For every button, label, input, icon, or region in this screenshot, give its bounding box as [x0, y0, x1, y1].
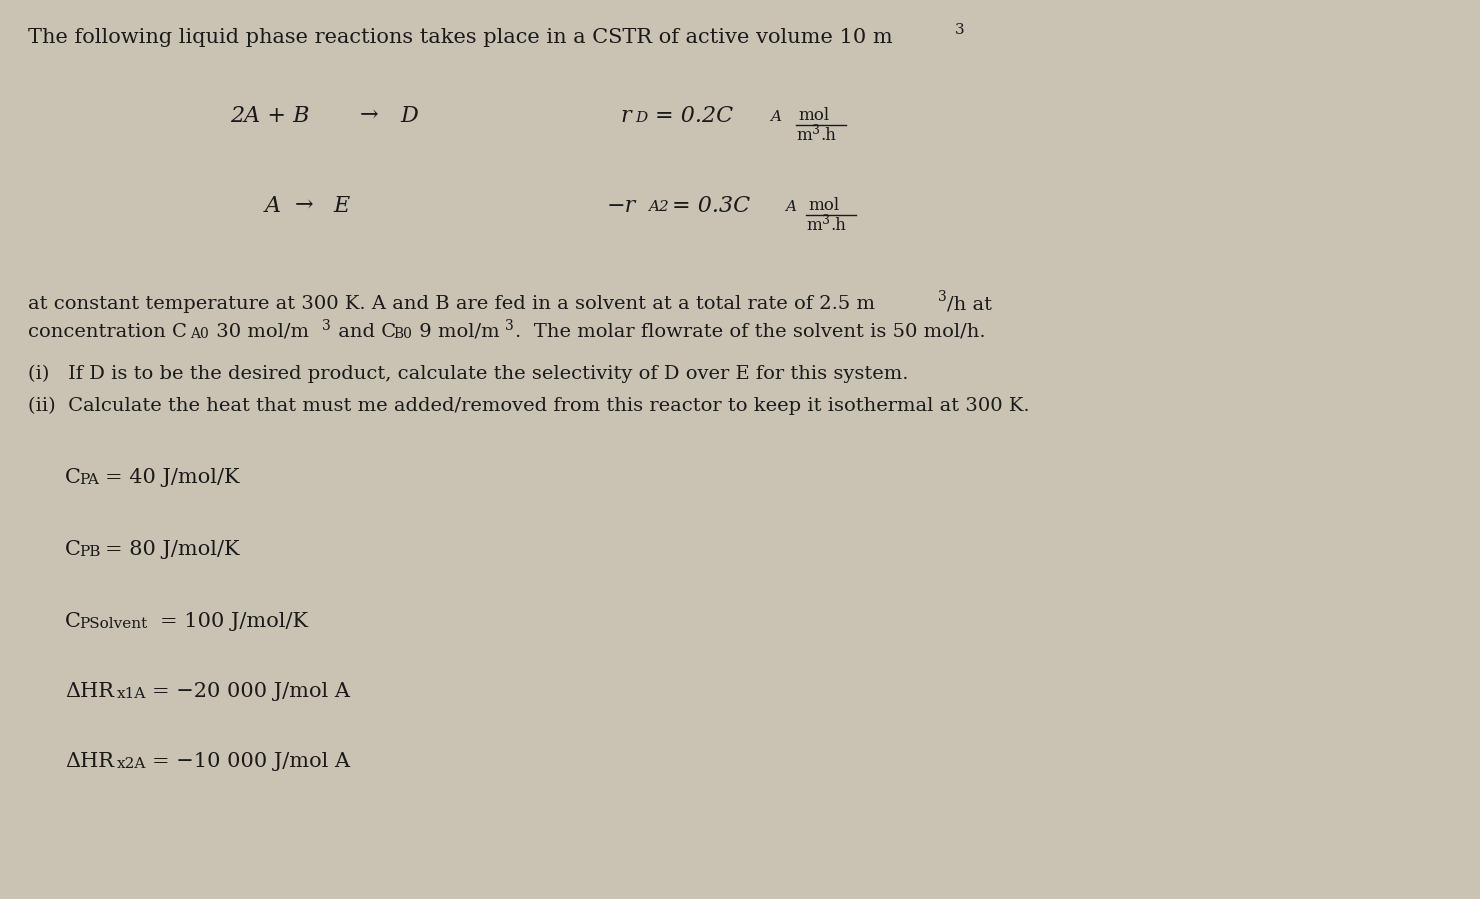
Text: .h: .h	[830, 217, 847, 234]
Text: at constant temperature at 300 K. A and B are fed in a solvent at a total rate o: at constant temperature at 300 K. A and …	[28, 295, 875, 313]
Text: 2A + B: 2A + B	[229, 105, 309, 127]
Text: = 40 J/mol/K: = 40 J/mol/K	[105, 468, 240, 487]
Text: = −20 000 J/mol A: = −20 000 J/mol A	[152, 682, 349, 701]
Text: /h at: /h at	[947, 295, 992, 313]
Text: C: C	[65, 612, 81, 631]
Text: C: C	[65, 468, 81, 487]
Text: D: D	[400, 105, 417, 127]
Text: B0: B0	[394, 327, 411, 341]
Text: = 0.2C: = 0.2C	[656, 105, 733, 127]
Text: = 100 J/mol/K: = 100 J/mol/K	[160, 612, 308, 631]
Text: .  The molar flowrate of the solvent is 50 mol/h.: . The molar flowrate of the solvent is 5…	[515, 323, 986, 341]
Text: E: E	[333, 195, 349, 217]
Text: m: m	[807, 217, 821, 234]
Text: A: A	[770, 110, 781, 124]
Text: 3: 3	[955, 23, 965, 37]
Text: = −10 000 J/mol A: = −10 000 J/mol A	[152, 752, 351, 771]
Text: 3: 3	[505, 319, 514, 333]
Text: x1A: x1A	[117, 687, 147, 701]
Text: mol: mol	[808, 197, 839, 214]
Text: 9 mol/m: 9 mol/m	[413, 323, 500, 341]
Text: 3: 3	[821, 214, 830, 227]
Text: 3: 3	[938, 290, 947, 304]
Text: = 80 J/mol/K: = 80 J/mol/K	[105, 540, 240, 559]
Text: PA: PA	[78, 473, 99, 487]
Text: PSolvent: PSolvent	[78, 617, 147, 631]
Text: .h: .h	[820, 127, 836, 144]
Text: x2A: x2A	[117, 757, 147, 771]
Text: →: →	[295, 195, 314, 217]
Text: The following liquid phase reactions takes place in a CSTR of active volume 10 m: The following liquid phase reactions tak…	[28, 28, 892, 47]
Text: 30 mol/m: 30 mol/m	[210, 323, 309, 341]
Text: ΔHR: ΔHR	[65, 752, 114, 771]
Text: A: A	[784, 200, 796, 214]
Text: D: D	[635, 111, 647, 125]
Text: m: m	[796, 127, 811, 144]
Text: →: →	[360, 105, 379, 127]
Text: A: A	[265, 195, 281, 217]
Text: 3: 3	[813, 124, 820, 137]
Text: concentration C: concentration C	[28, 323, 186, 341]
Text: ΔHR: ΔHR	[65, 682, 114, 701]
Text: mol: mol	[798, 107, 829, 124]
Text: A2: A2	[648, 200, 669, 214]
Text: A0: A0	[189, 327, 209, 341]
Text: r: r	[620, 105, 630, 127]
Text: −r: −r	[607, 195, 636, 217]
Text: C: C	[65, 540, 81, 559]
Text: = 0.3C: = 0.3C	[672, 195, 750, 217]
Text: (i)   If D is to be the desired product, calculate the selectivity of D over E f: (i) If D is to be the desired product, c…	[28, 365, 909, 383]
Text: PB: PB	[78, 545, 101, 559]
Text: (ii)  Calculate the heat that must me added/removed from this reactor to keep it: (ii) Calculate the heat that must me add…	[28, 397, 1030, 415]
Text: 3: 3	[323, 319, 330, 333]
Text: and C: and C	[332, 323, 397, 341]
